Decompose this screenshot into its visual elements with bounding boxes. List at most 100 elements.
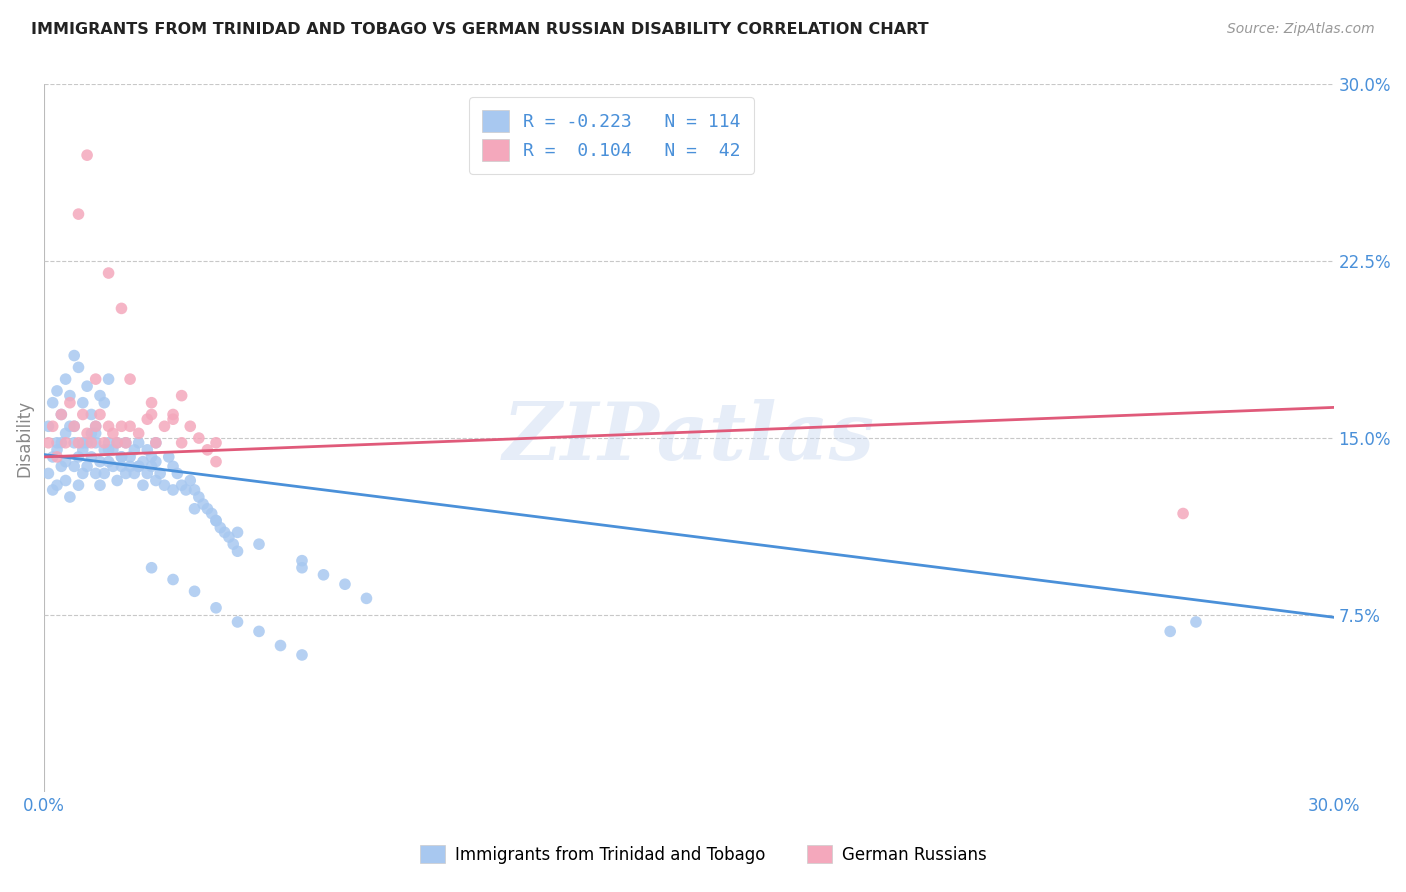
Point — [63, 349, 86, 363]
Point — [41, 483, 63, 497]
Point — [162, 408, 184, 422]
Point — [270, 639, 292, 653]
Point — [51, 408, 73, 422]
Point — [197, 442, 219, 457]
Point — [141, 395, 163, 409]
Point — [41, 450, 63, 464]
Point — [97, 266, 120, 280]
Point — [105, 435, 128, 450]
Point — [110, 419, 132, 434]
Point — [191, 497, 214, 511]
Point — [174, 483, 197, 497]
Text: Source: ZipAtlas.com: Source: ZipAtlas.com — [1227, 22, 1375, 37]
Point — [97, 435, 120, 450]
Point — [63, 435, 86, 450]
Point — [51, 435, 73, 450]
Point — [291, 560, 314, 574]
Point — [114, 435, 136, 450]
Point — [128, 459, 150, 474]
Point — [170, 389, 193, 403]
Point — [101, 426, 124, 441]
Point — [72, 442, 94, 457]
Point — [76, 379, 98, 393]
Point — [76, 459, 98, 474]
Point — [55, 426, 77, 441]
Point — [128, 459, 150, 474]
Point — [114, 435, 136, 450]
Point — [72, 467, 94, 481]
Point — [141, 450, 163, 464]
Point — [145, 474, 167, 488]
Point — [170, 478, 193, 492]
Point — [46, 478, 69, 492]
Point — [136, 467, 159, 481]
Point — [136, 412, 159, 426]
Point — [120, 419, 142, 434]
Point — [51, 408, 73, 422]
Point — [59, 395, 82, 409]
Point — [197, 501, 219, 516]
Point — [84, 467, 107, 481]
Point — [89, 389, 111, 403]
Point — [101, 442, 124, 457]
Point — [63, 419, 86, 434]
Point — [247, 537, 270, 551]
Point — [101, 459, 124, 474]
Point — [132, 478, 155, 492]
Point — [124, 442, 146, 457]
Point — [63, 419, 86, 434]
Point — [84, 419, 107, 434]
Point — [59, 490, 82, 504]
Point — [46, 435, 69, 450]
Point — [37, 435, 59, 450]
Text: ZIPatlas: ZIPatlas — [503, 400, 875, 477]
Point — [97, 372, 120, 386]
Point — [209, 521, 232, 535]
Point — [312, 567, 335, 582]
Point — [153, 419, 176, 434]
Point — [46, 450, 69, 464]
Point — [93, 395, 115, 409]
Point — [141, 408, 163, 422]
Point — [120, 459, 142, 474]
Point — [141, 560, 163, 574]
Point — [93, 467, 115, 481]
Point — [93, 435, 115, 450]
Point — [356, 591, 378, 606]
Point — [120, 450, 142, 464]
Point — [41, 395, 63, 409]
Point — [145, 455, 167, 469]
Point — [97, 442, 120, 457]
Point — [247, 624, 270, 639]
Point — [162, 483, 184, 497]
Point — [157, 450, 180, 464]
Point — [110, 450, 132, 464]
Point — [72, 435, 94, 450]
Point — [179, 419, 201, 434]
Point — [89, 408, 111, 422]
Point — [205, 514, 228, 528]
Point — [84, 426, 107, 441]
Point — [72, 408, 94, 422]
Point — [141, 459, 163, 474]
Point — [105, 435, 128, 450]
Point — [84, 372, 107, 386]
Point — [128, 435, 150, 450]
Point — [55, 372, 77, 386]
Point — [59, 389, 82, 403]
Point — [80, 450, 103, 464]
Point — [110, 301, 132, 316]
Text: IMMIGRANTS FROM TRINIDAD AND TOBAGO VS GERMAN RUSSIAN DISABILITY CORRELATION CHA: IMMIGRANTS FROM TRINIDAD AND TOBAGO VS G… — [31, 22, 928, 37]
Point — [37, 467, 59, 481]
Point — [222, 537, 245, 551]
Point — [218, 530, 240, 544]
Point — [80, 408, 103, 422]
Point — [187, 431, 209, 445]
Point — [162, 573, 184, 587]
Point — [93, 442, 115, 457]
Point — [72, 395, 94, 409]
Point — [59, 419, 82, 434]
Point — [226, 544, 249, 558]
Point — [132, 455, 155, 469]
Point — [153, 478, 176, 492]
